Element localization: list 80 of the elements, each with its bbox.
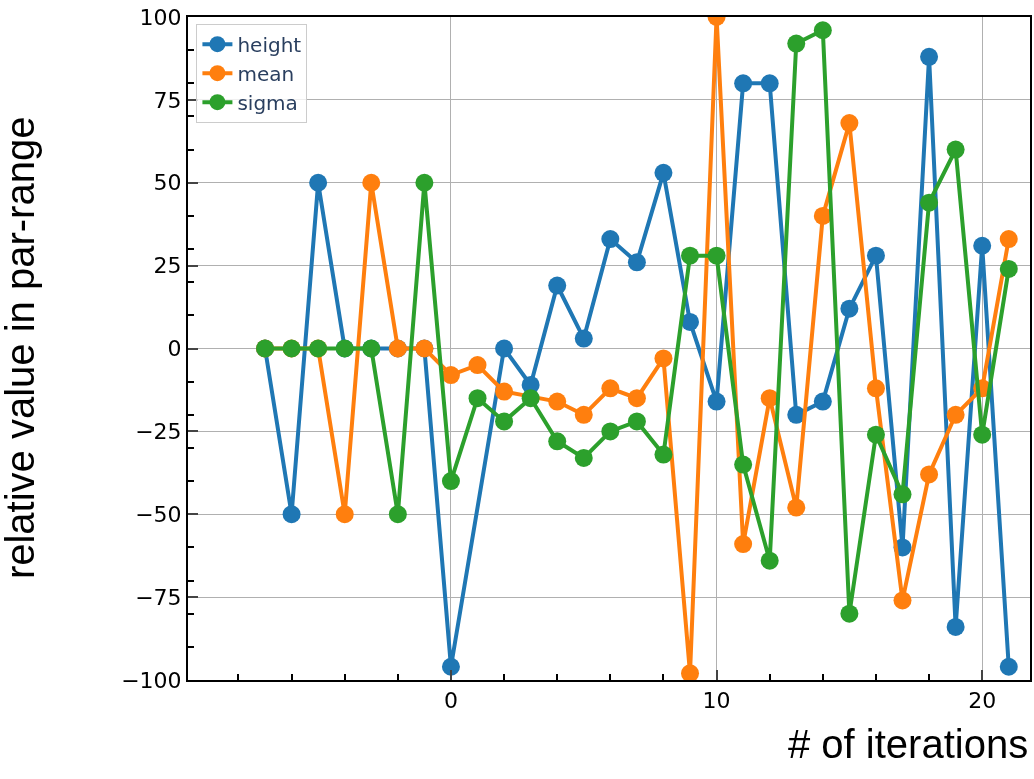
point xyxy=(495,412,514,431)
point xyxy=(760,551,779,570)
y-tick-label: −50 xyxy=(135,501,182,527)
point xyxy=(866,246,885,265)
y-tick-label: 75 xyxy=(153,87,182,113)
point xyxy=(866,425,885,444)
point xyxy=(601,422,620,441)
point xyxy=(574,448,593,467)
point xyxy=(920,465,939,484)
point xyxy=(999,230,1018,249)
point xyxy=(601,379,620,398)
point xyxy=(920,193,939,212)
point xyxy=(760,74,779,93)
point xyxy=(574,405,593,424)
point xyxy=(787,34,806,53)
legend-label: height xyxy=(237,32,302,57)
x-axis-title: # of iterations xyxy=(788,722,1029,766)
point xyxy=(548,432,567,451)
legend-label: sigma xyxy=(237,90,298,115)
point xyxy=(840,299,859,318)
x-tick-label: 20 xyxy=(968,688,997,714)
point xyxy=(787,498,806,517)
point xyxy=(654,163,673,182)
point xyxy=(813,392,832,411)
point xyxy=(654,349,673,368)
point xyxy=(654,445,673,464)
point xyxy=(627,253,646,272)
point xyxy=(495,339,514,358)
point xyxy=(388,505,407,524)
point xyxy=(946,617,965,636)
point xyxy=(601,230,620,249)
point xyxy=(840,604,859,623)
y-tick-label: 100 xyxy=(139,4,182,30)
point xyxy=(441,366,460,385)
x-tick-label: 0 xyxy=(443,688,458,714)
point xyxy=(734,74,753,93)
point xyxy=(309,173,328,192)
y-tick-label: −25 xyxy=(135,419,182,445)
point xyxy=(415,173,434,192)
point xyxy=(999,259,1018,278)
point xyxy=(734,455,753,474)
y-axis-title: relative value in par-range xyxy=(0,116,43,580)
point xyxy=(548,392,567,411)
point xyxy=(920,47,939,66)
x-tick-label: 10 xyxy=(702,688,731,714)
point xyxy=(946,140,965,159)
point xyxy=(468,356,487,375)
point xyxy=(627,389,646,408)
point xyxy=(734,535,753,554)
point xyxy=(574,329,593,348)
point xyxy=(681,246,700,265)
point xyxy=(495,382,514,401)
point xyxy=(707,392,726,411)
point xyxy=(468,389,487,408)
point xyxy=(946,405,965,424)
legend-label: mean xyxy=(237,61,295,86)
point xyxy=(441,657,460,676)
point xyxy=(282,505,301,524)
point xyxy=(521,389,540,408)
point xyxy=(548,276,567,295)
point xyxy=(840,114,859,133)
point xyxy=(813,21,832,40)
y-tick-label: 50 xyxy=(153,170,182,196)
y-tick-label: −75 xyxy=(135,584,182,610)
y-tick-label: 0 xyxy=(167,336,182,362)
point xyxy=(973,425,992,444)
point xyxy=(335,505,354,524)
point xyxy=(681,312,700,331)
point xyxy=(627,412,646,431)
y-tick-label: −100 xyxy=(121,667,182,693)
point xyxy=(441,472,460,491)
point xyxy=(362,173,381,192)
point xyxy=(893,591,912,610)
point xyxy=(866,379,885,398)
point xyxy=(999,657,1018,676)
point xyxy=(973,236,992,255)
point xyxy=(681,664,700,680)
point xyxy=(707,246,726,265)
point xyxy=(893,485,912,504)
y-tick-label: 25 xyxy=(153,253,182,279)
